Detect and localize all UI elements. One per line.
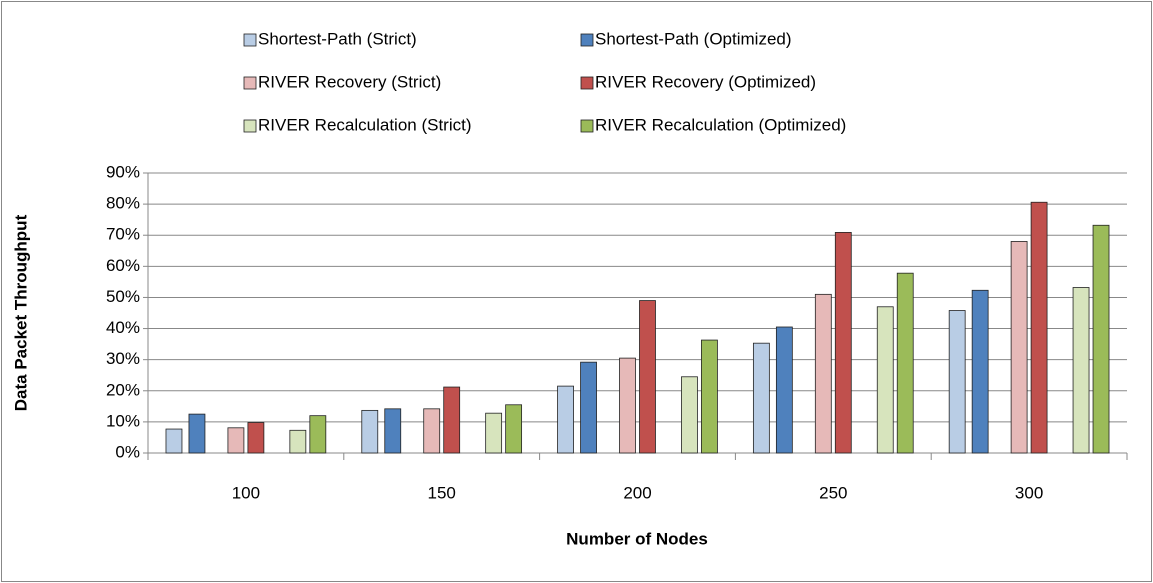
x-tick-label: 300	[1015, 483, 1043, 502]
bar	[775, 326, 793, 454]
y-tick-label: 60%	[106, 256, 140, 275]
legend-label: Shortest-Path (Strict)	[258, 29, 417, 48]
bar	[619, 357, 636, 454]
legend-label: RIVER Recalculation (Optimized)	[595, 115, 846, 134]
bar	[227, 427, 245, 454]
bar	[443, 386, 461, 454]
bar	[289, 429, 307, 454]
bar	[557, 385, 574, 454]
bar	[896, 272, 914, 454]
bar	[948, 310, 966, 454]
bar	[165, 428, 183, 454]
legend-label: RIVER Recovery (Strict)	[258, 72, 441, 91]
bar	[814, 293, 832, 454]
bar	[505, 404, 523, 454]
y-tick-label: 80%	[106, 194, 140, 213]
bar	[639, 300, 656, 454]
bar	[309, 415, 327, 454]
legend-swatch	[580, 33, 594, 47]
bar	[1010, 241, 1028, 454]
legend-swatch	[243, 33, 257, 47]
bar	[1030, 201, 1048, 454]
y-axis-label: Data Packet Throughput	[11, 214, 30, 411]
y-tick-label: 50%	[106, 287, 140, 306]
x-tick-label: 200	[623, 483, 651, 502]
bar	[876, 306, 894, 454]
y-tick-label: 20%	[106, 380, 140, 399]
legend-swatch	[580, 76, 594, 90]
y-tick-label: 70%	[106, 225, 140, 244]
y-tick-label: 10%	[106, 411, 140, 430]
bar	[1072, 287, 1090, 454]
bar	[247, 422, 265, 454]
legend-label: RIVER Recalculation (Strict)	[258, 115, 472, 134]
bar	[834, 232, 852, 454]
legend-label: Shortest-Path (Optimized)	[595, 29, 792, 48]
bar	[752, 342, 770, 454]
y-tick-label: 90%	[106, 162, 140, 181]
bar	[384, 408, 402, 454]
bar	[188, 413, 206, 454]
x-tick-label: 150	[428, 483, 456, 502]
bar	[971, 289, 989, 454]
y-tick-label: 30%	[106, 349, 140, 368]
y-tick-label: 40%	[106, 318, 140, 337]
x-axis-label: Number of Nodes	[566, 529, 708, 548]
bar	[485, 412, 503, 454]
bar	[423, 408, 441, 454]
x-tick-label: 250	[819, 483, 847, 502]
bar	[681, 376, 698, 454]
legend-swatch	[243, 119, 257, 133]
bar	[361, 409, 379, 454]
y-tick-label: 0%	[115, 442, 140, 461]
legend-swatch	[243, 76, 257, 90]
bar	[701, 339, 718, 454]
legend-label: RIVER Recovery (Optimized)	[595, 72, 816, 91]
x-tick-label: 100	[232, 483, 260, 502]
bar	[580, 361, 597, 454]
legend-swatch	[580, 119, 594, 133]
bar	[1092, 224, 1110, 454]
